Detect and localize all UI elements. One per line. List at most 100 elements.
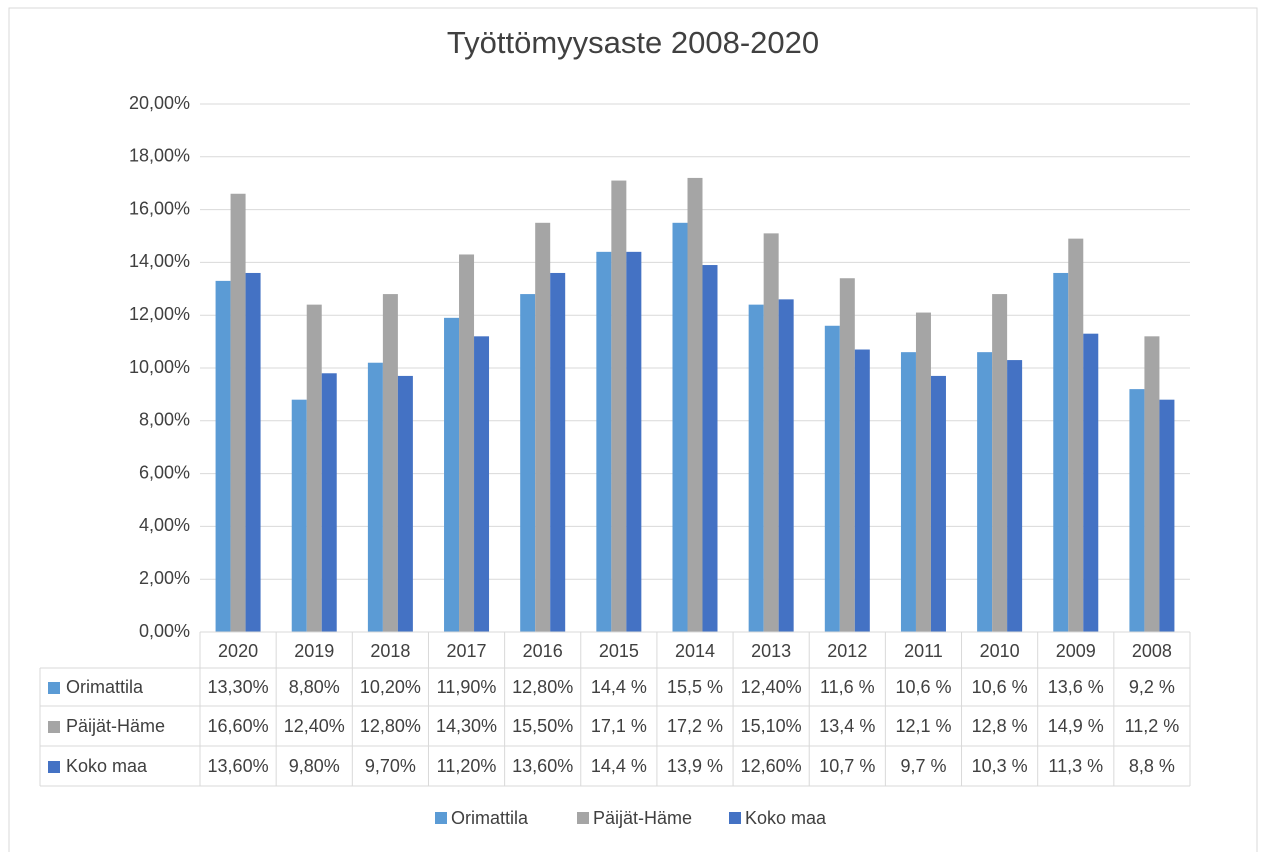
bar [930, 375, 946, 632]
bar [672, 222, 688, 633]
legend-key [435, 812, 447, 824]
x-tick-label: 2020 [218, 641, 258, 661]
table-cell: 12,80% [360, 716, 421, 736]
bar [1144, 336, 1160, 632]
table-row-label: Orimattila [66, 677, 144, 697]
table-cell: 11,6 % [820, 677, 875, 697]
legend-key [729, 812, 741, 824]
table-cell: 11,90% [437, 677, 497, 697]
bar [444, 317, 460, 632]
table-cell: 13,4 % [819, 716, 875, 736]
x-tick-label: 2013 [751, 641, 791, 661]
bar [550, 272, 566, 632]
x-tick-label: 2018 [370, 641, 410, 661]
bar [1068, 238, 1084, 632]
x-tick-label: 2011 [904, 641, 943, 661]
table-cell: 14,4 % [591, 756, 647, 776]
table-cell: 16,60% [208, 716, 269, 736]
table-cell: 15,50% [512, 716, 573, 736]
bar [321, 373, 337, 632]
table-row-label: Koko maa [66, 756, 148, 776]
x-tick-label: 2019 [294, 641, 334, 661]
table-cell: 17,2 % [667, 716, 723, 736]
chart-title: Työttömyysaste 2008-2020 [447, 25, 819, 60]
x-tick-label: 2009 [1056, 641, 1096, 661]
legend-key [577, 812, 589, 824]
table-cell: 10,20% [360, 677, 421, 697]
bar [611, 180, 627, 632]
bar [1159, 399, 1175, 632]
table-cell: 12,80% [512, 677, 573, 697]
bar [900, 352, 916, 632]
table-cell: 12,40% [284, 716, 345, 736]
bar [1129, 389, 1145, 632]
table-cell: 10,6 % [972, 677, 1028, 697]
table-cell: 8,80% [289, 677, 340, 697]
table-cell: 10,3 % [972, 756, 1028, 776]
bar [291, 399, 307, 632]
bar [778, 299, 794, 632]
bar [459, 254, 475, 633]
bar [824, 325, 840, 632]
table-cell: 12,40% [741, 677, 802, 697]
table-cell: 13,60% [208, 756, 269, 776]
table-cell: 11,3 % [1048, 756, 1103, 776]
bar [382, 294, 398, 632]
bar [915, 312, 931, 632]
legend-label: Koko maa [745, 808, 827, 828]
table-key [48, 721, 60, 733]
bar [367, 362, 383, 632]
bar [626, 251, 642, 632]
bar [245, 272, 261, 632]
table-cell: 14,4 % [591, 677, 647, 697]
table-cell: 10,6 % [895, 677, 951, 697]
table-cell: 12,8 % [972, 716, 1028, 736]
table-cell: 12,1 % [895, 716, 951, 736]
table-key [48, 682, 60, 694]
table-cell: 9,70% [365, 756, 416, 776]
bar [763, 233, 779, 633]
bar [1007, 360, 1023, 632]
bar [1083, 333, 1099, 632]
legend-label: Orimattila [451, 808, 529, 828]
table-cell: 10,7 % [819, 756, 875, 776]
table-cell: 9,80% [289, 756, 340, 776]
table-cell: 11,20% [437, 756, 497, 776]
bar [702, 265, 718, 632]
table-cell: 15,10% [741, 716, 802, 736]
x-tick-label: 2010 [980, 641, 1020, 661]
bar [748, 304, 764, 632]
x-tick-label: 2012 [827, 641, 867, 661]
bar [839, 278, 855, 632]
table-cell: 8,8 % [1129, 756, 1175, 776]
y-tick-label: 2,00% [139, 568, 190, 588]
table-cell: 14,30% [436, 716, 497, 736]
y-tick-label: 16,00% [129, 198, 190, 218]
bar [535, 222, 551, 633]
x-tick-label: 2014 [675, 641, 715, 661]
bar [1053, 272, 1069, 632]
legend-label: Päijät-Häme [593, 808, 692, 828]
table-cell: 9,7 % [900, 756, 946, 776]
y-tick-label: 0,00% [139, 621, 190, 641]
table-row-label: Päijät-Häme [66, 716, 165, 736]
table-cell: 13,6 % [1048, 677, 1104, 697]
y-tick-label: 14,00% [129, 251, 190, 271]
bar [854, 349, 870, 632]
bar [474, 336, 490, 632]
table-cell: 12,60% [741, 756, 802, 776]
y-tick-label: 4,00% [139, 515, 190, 535]
y-tick-label: 20,00% [129, 93, 190, 113]
y-tick-label: 8,00% [139, 410, 190, 430]
table-cell: 17,1 % [591, 716, 647, 736]
bar [977, 352, 993, 632]
bar [215, 280, 231, 632]
y-tick-label: 10,00% [129, 357, 190, 377]
bar [397, 375, 413, 632]
x-tick-label: 2017 [447, 641, 487, 661]
table-key [48, 761, 60, 773]
y-tick-label: 6,00% [139, 462, 190, 482]
bar [520, 294, 536, 632]
x-tick-label: 2015 [599, 641, 639, 661]
